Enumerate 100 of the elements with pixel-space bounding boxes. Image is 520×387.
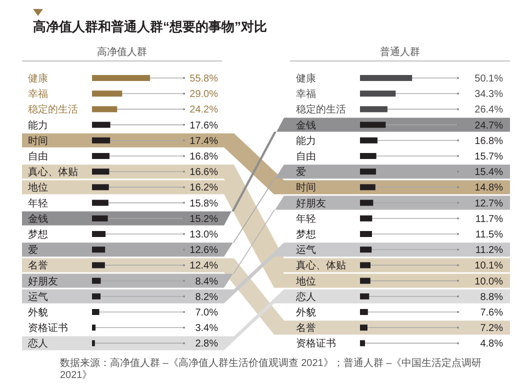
bar (360, 90, 396, 97)
category-label: 时间 (296, 182, 316, 194)
data-label: 16.2% (190, 182, 218, 194)
category-label: 运气 (296, 245, 316, 256)
data-label: 11.2% (475, 245, 504, 256)
category-label: 稳定的生活 (28, 104, 78, 116)
bar (92, 75, 150, 81)
data-label: 7.0% (195, 308, 218, 318)
bar (360, 106, 388, 112)
bar (360, 262, 371, 268)
bar (360, 215, 372, 222)
data-label: 24.7% (474, 120, 504, 132)
bar (360, 75, 412, 81)
data-label: 26.4% (474, 104, 504, 116)
bar (360, 246, 372, 253)
category-label: 真心、体贴 (296, 260, 346, 272)
category-label: 名誉 (28, 260, 48, 272)
bar (92, 90, 122, 97)
bar (92, 246, 106, 253)
data-label: 8.4% (195, 276, 218, 288)
data-label: 17.6% (190, 120, 218, 132)
bar (360, 168, 376, 175)
category-label: 幸福 (296, 89, 316, 100)
data-label: 7.6% (480, 308, 504, 318)
data-label: 15.8% (190, 198, 218, 210)
bar (360, 324, 368, 331)
chart-subtitle: 普通人群 (380, 46, 420, 58)
category-label: 爱 (28, 245, 38, 256)
bar (92, 184, 109, 190)
chart-title: 高净值人群和普通人群“想要的事物”对比 (33, 19, 267, 34)
data-label: 12.4% (190, 260, 218, 272)
bar (360, 137, 378, 144)
data-label: 16.6% (190, 167, 218, 178)
data-label: 24.2% (190, 104, 218, 116)
data-label: 12.7% (474, 198, 504, 210)
category-label: 资格证书 (296, 338, 336, 350)
category-label: 时间 (28, 136, 48, 147)
data-label: 11.5% (475, 230, 504, 240)
source-note: 数据来源：高净值人群 –《高净值人群生活价值观调查 2021》；普通人群 –《中国生活定点调研 2021》 (60, 358, 483, 382)
data-label: 15.2% (190, 214, 218, 225)
data-label: 3.4% (195, 323, 218, 334)
category-label: 运气 (28, 292, 48, 303)
data-label: 4.8% (480, 338, 504, 350)
bar (92, 106, 118, 112)
category-label: 好朋友 (296, 198, 326, 210)
bar (360, 340, 365, 346)
data-label: 10.1% (474, 260, 504, 272)
bar (92, 200, 108, 206)
category-label: 真心、体贴 (28, 167, 78, 178)
data-label: 15.7% (474, 152, 504, 162)
bar (92, 293, 101, 300)
category-label: 外貌 (28, 308, 48, 318)
bar (92, 231, 106, 237)
category-label: 地位 (296, 276, 316, 288)
category-label: 地位 (28, 182, 48, 194)
bar (92, 137, 110, 144)
data-label: 55.8% (190, 74, 218, 84)
bar (360, 309, 368, 315)
category-label: 爱 (296, 167, 306, 178)
bar (360, 278, 370, 284)
category-label: 能力 (28, 120, 48, 132)
bar (360, 200, 374, 206)
data-label: 50.1% (474, 74, 504, 84)
bar (92, 278, 101, 284)
bar (92, 168, 110, 175)
data-label: 8.2% (195, 292, 218, 303)
data-label: 8.8% (480, 292, 504, 303)
category-label: 恋人 (28, 338, 48, 350)
category-label: 健康 (296, 74, 316, 84)
data-label: 34.3% (474, 89, 504, 100)
bar (92, 215, 108, 222)
category-label: 资格证书 (28, 323, 68, 334)
category-label: 名誉 (296, 323, 316, 334)
category-label: 健康 (28, 74, 48, 84)
category-label: 能力 (296, 136, 316, 147)
data-label: 15.4% (474, 167, 504, 178)
category-label: 金钱 (296, 120, 316, 132)
category-label: 自由 (28, 152, 48, 162)
data-label: 16.8% (190, 152, 218, 162)
category-label: 好朋友 (28, 276, 58, 288)
bar (360, 153, 376, 159)
category-label: 年轻 (296, 214, 316, 225)
bar (360, 122, 386, 128)
data-label: 2.8% (195, 338, 218, 350)
bar (92, 324, 96, 331)
category-label: 稳定的生活 (296, 104, 346, 116)
category-label: 年轻 (28, 198, 48, 210)
chart-subtitle: 高净值人群 (97, 46, 147, 58)
category-label: 恋人 (296, 292, 316, 303)
category-label: 梦想 (28, 230, 48, 240)
data-label: 7.2% (480, 323, 504, 334)
data-label: 16.8% (474, 136, 504, 147)
data-label: 29.0% (190, 89, 218, 100)
data-label: 14.8% (474, 182, 504, 194)
bar (92, 340, 95, 346)
bar (92, 153, 110, 159)
bar (360, 293, 370, 300)
data-label: 17.4% (190, 136, 218, 147)
data-label: 10.0% (474, 276, 504, 288)
bar (92, 262, 105, 268)
